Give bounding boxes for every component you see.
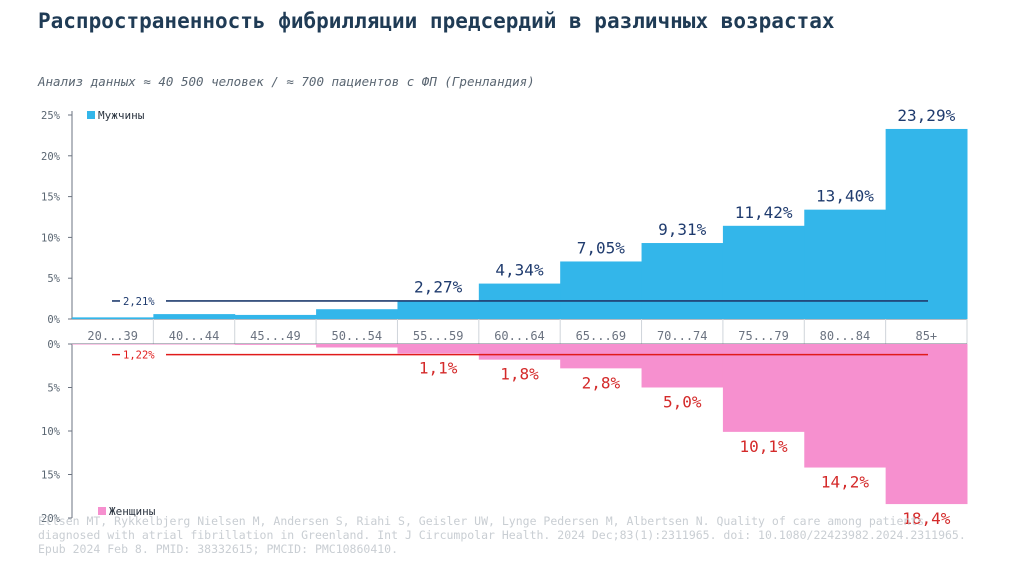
women-bar-70...74 [641, 344, 724, 388]
women-bar-80...84 [804, 344, 887, 468]
men-y-tick-label: 20% [41, 151, 61, 163]
women-bar-20...39 [72, 344, 154, 345]
men-value-label: 2,27% [414, 277, 463, 296]
men-y-tick-label: 15% [41, 192, 61, 204]
women-bar-75...79 [722, 344, 805, 432]
women-labels: 1,1% 1,8% 2,8% 5,0% 10,1% 14,2% 18,4% [419, 359, 951, 529]
women-value-label: 1,8% [500, 365, 539, 384]
men-value-label: 13,40% [816, 187, 874, 206]
men-y-tick-label: 0% [47, 314, 60, 326]
women-bar-60...64 [478, 344, 561, 360]
category-axis: 20...39 40...44 45...49 50...54 55...59 60...… [87, 319, 968, 344]
category-label: 45...49 [250, 329, 301, 343]
women-y-tick-label: 0% [47, 339, 60, 351]
women-average: 1,22% [112, 350, 928, 362]
men-bar-40...44 [153, 314, 236, 319]
legend-label-men: Мужчины [98, 109, 145, 122]
category-label: 70...74 [657, 329, 708, 343]
women-bar-65...69 [560, 344, 643, 369]
women-y-tick-label: 10% [41, 426, 61, 438]
men-bar-55...59 [397, 300, 480, 319]
men-value-label: 9,31% [658, 220, 707, 239]
category-label: 40...44 [169, 329, 220, 343]
category-label: 20...39 [87, 329, 138, 343]
men-labels: 2,27% 4,34% 7,05% 9,31% 11,42% 13,40% 23,29% [414, 106, 956, 297]
legend-swatch-men [87, 111, 95, 119]
category-label: 60...64 [494, 329, 545, 343]
women-bar-55...59 [397, 344, 480, 354]
men-value-label: 23,29% [897, 106, 955, 125]
category-label: 55...59 [413, 329, 464, 343]
men-bar-70...74 [641, 243, 724, 319]
men-average-label: 2,21% [123, 296, 155, 308]
men-y-tick-label: 25% [41, 110, 61, 122]
women-value-label: 2,8% [582, 373, 621, 392]
women-average-label: 1,22% [123, 350, 155, 362]
women-value-label: 18,4% [902, 509, 951, 528]
category-label: 80...84 [820, 329, 871, 343]
men-y-tick-label: 5% [47, 273, 60, 285]
men-bar-85+ [885, 128, 968, 319]
citation: Ellsen MT, Rykkelbjerg Nielsen M, Anders… [38, 514, 966, 556]
category-label: 75...79 [738, 329, 789, 343]
men-bar-50...54 [316, 309, 398, 319]
page-title: Распространенность фибрилляции предсерди… [38, 9, 835, 33]
category-label: 65...69 [576, 329, 627, 343]
men-average: 2,21% [112, 296, 928, 308]
legend-label-women: Женщины [109, 505, 156, 518]
women-value-label: 10,1% [740, 437, 789, 456]
men-value-label: 7,05% [577, 238, 626, 257]
men-bar-80...84 [804, 209, 887, 319]
category-label: 50...54 [331, 329, 382, 343]
women-value-label: 5,0% [663, 393, 702, 412]
women-bar-50...54 [316, 344, 398, 348]
men-bar-20...39 [72, 317, 154, 319]
women-value-label: 14,2% [821, 473, 870, 492]
men-bars [72, 128, 968, 319]
women-y-tick-label: 20% [41, 513, 61, 525]
women-bars [72, 344, 968, 505]
men-bar-65...69 [560, 261, 643, 319]
women-bar-45...49 [234, 344, 317, 345]
women-bar-40...44 [153, 344, 236, 345]
women-bar-85+ [885, 344, 968, 505]
men-bar-45...49 [234, 314, 317, 319]
women-value-label: 1,1% [419, 359, 458, 378]
men-bar-75...79 [722, 225, 805, 319]
category-label: 85+ [915, 329, 937, 343]
women-y-tick-label: 5% [47, 383, 60, 395]
men-value-label: 11,42% [735, 203, 793, 222]
men-y-tick-label: 10% [41, 232, 61, 244]
legend-swatch-women [98, 507, 106, 515]
men-value-label: 4,34% [495, 261, 544, 280]
chart-subtitle: Анализ данных ≈ 40 500 человек / ≈ 700 п… [38, 74, 535, 89]
women-y-tick-label: 15% [41, 470, 61, 482]
legend: Мужчины Женщины [87, 109, 156, 518]
